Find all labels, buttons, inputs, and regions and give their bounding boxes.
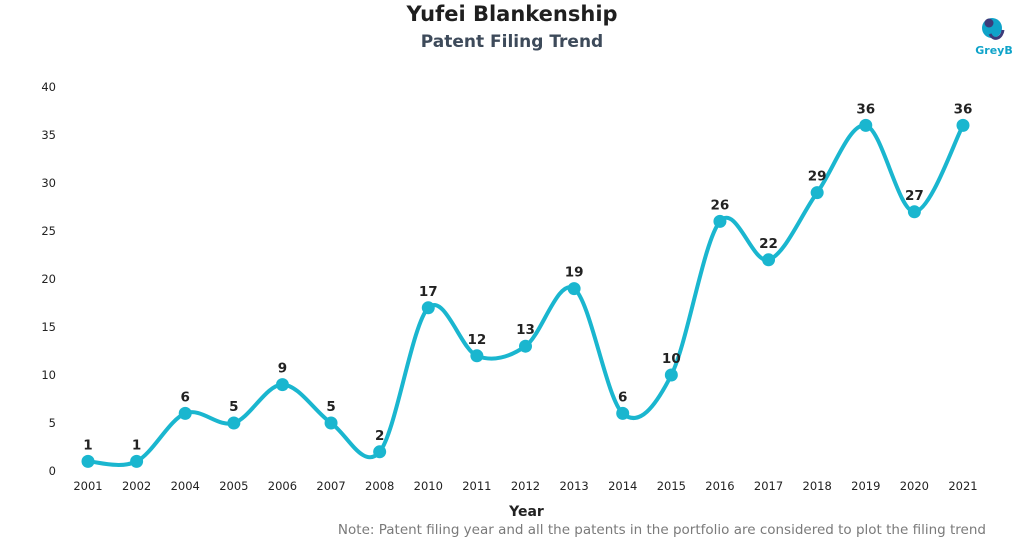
y-tick-label: 40 xyxy=(41,80,56,94)
x-tick-label: 2011 xyxy=(462,479,491,493)
data-point xyxy=(762,253,776,267)
x-tick-label: 2014 xyxy=(608,479,637,493)
x-tick-label: 2013 xyxy=(559,479,588,493)
data-point xyxy=(956,118,970,132)
chart-subtitle: Patent Filing Trend xyxy=(420,32,604,52)
data-label: 27 xyxy=(905,188,924,204)
greyb-logo-icon xyxy=(982,18,1005,40)
data-point xyxy=(519,339,532,353)
data-label: 6 xyxy=(181,389,190,405)
x-tick-label: 2008 xyxy=(365,479,394,493)
data-label: 22 xyxy=(759,236,778,252)
x-tick-label: 2019 xyxy=(851,479,880,493)
data-point xyxy=(713,214,727,228)
x-tick-label: 2002 xyxy=(122,479,151,493)
x-tick-label: 2007 xyxy=(316,479,345,493)
data-point xyxy=(324,416,338,430)
data-point xyxy=(421,301,435,315)
y-tick-label: 0 xyxy=(49,464,56,478)
data-point xyxy=(616,406,630,420)
chart-note: Note: Patent filing year and all the pat… xyxy=(337,522,986,538)
data-label: 10 xyxy=(662,351,681,367)
data-label: 2 xyxy=(375,428,384,444)
x-tick-label: 2018 xyxy=(803,479,832,493)
x-tick-label: 2004 xyxy=(171,479,200,493)
data-point xyxy=(130,454,144,468)
x-tick-label: 2017 xyxy=(754,479,783,493)
data-label: 19 xyxy=(565,265,584,281)
x-tick-label: 2020 xyxy=(900,479,929,493)
data-label: 36 xyxy=(954,101,973,117)
data-label: 6 xyxy=(618,389,627,405)
y-tick-label: 5 xyxy=(49,416,56,430)
data-point xyxy=(373,445,387,459)
y-tick-label: 35 xyxy=(41,128,56,142)
data-label: 1 xyxy=(83,437,92,453)
data-point xyxy=(470,349,484,363)
x-axis-title: Year xyxy=(508,504,544,520)
data-label: 1 xyxy=(132,437,141,453)
chart-title: Yufei Blankenship xyxy=(406,2,618,26)
y-tick-label: 30 xyxy=(41,176,56,190)
data-label: 17 xyxy=(419,284,438,300)
data-point xyxy=(907,205,921,219)
x-tick-label: 2016 xyxy=(705,479,734,493)
x-tick-label: 2005 xyxy=(219,479,248,493)
data-label: 36 xyxy=(856,101,875,117)
x-tick-label: 2010 xyxy=(414,479,443,493)
data-label: 29 xyxy=(808,169,827,185)
data-label: 5 xyxy=(229,399,238,415)
data-point xyxy=(810,186,824,200)
x-tick-label: 2021 xyxy=(948,479,977,493)
data-label: 26 xyxy=(711,197,730,213)
data-label: 12 xyxy=(467,332,486,348)
y-tick-label: 10 xyxy=(41,368,56,382)
greyb-logo-text: GreyB xyxy=(975,44,1013,57)
series-line xyxy=(87,123,965,467)
data-point xyxy=(664,368,678,382)
y-tick-label: 15 xyxy=(41,320,56,334)
data-point xyxy=(178,406,192,420)
data-point xyxy=(859,118,873,132)
data-point xyxy=(567,282,581,296)
data-label: 9 xyxy=(278,361,287,377)
x-tick-label: 2015 xyxy=(657,479,686,493)
y-tick-label: 25 xyxy=(41,224,56,238)
x-tick-label: 2012 xyxy=(511,479,540,493)
x-tick-label: 2006 xyxy=(268,479,297,493)
y-tick-label: 20 xyxy=(41,272,56,286)
data-point xyxy=(81,454,95,468)
data-label: 13 xyxy=(516,322,535,338)
x-tick-label: 2001 xyxy=(73,479,102,493)
data-point xyxy=(227,416,241,430)
data-point xyxy=(275,378,289,392)
data-label: 5 xyxy=(326,399,335,415)
